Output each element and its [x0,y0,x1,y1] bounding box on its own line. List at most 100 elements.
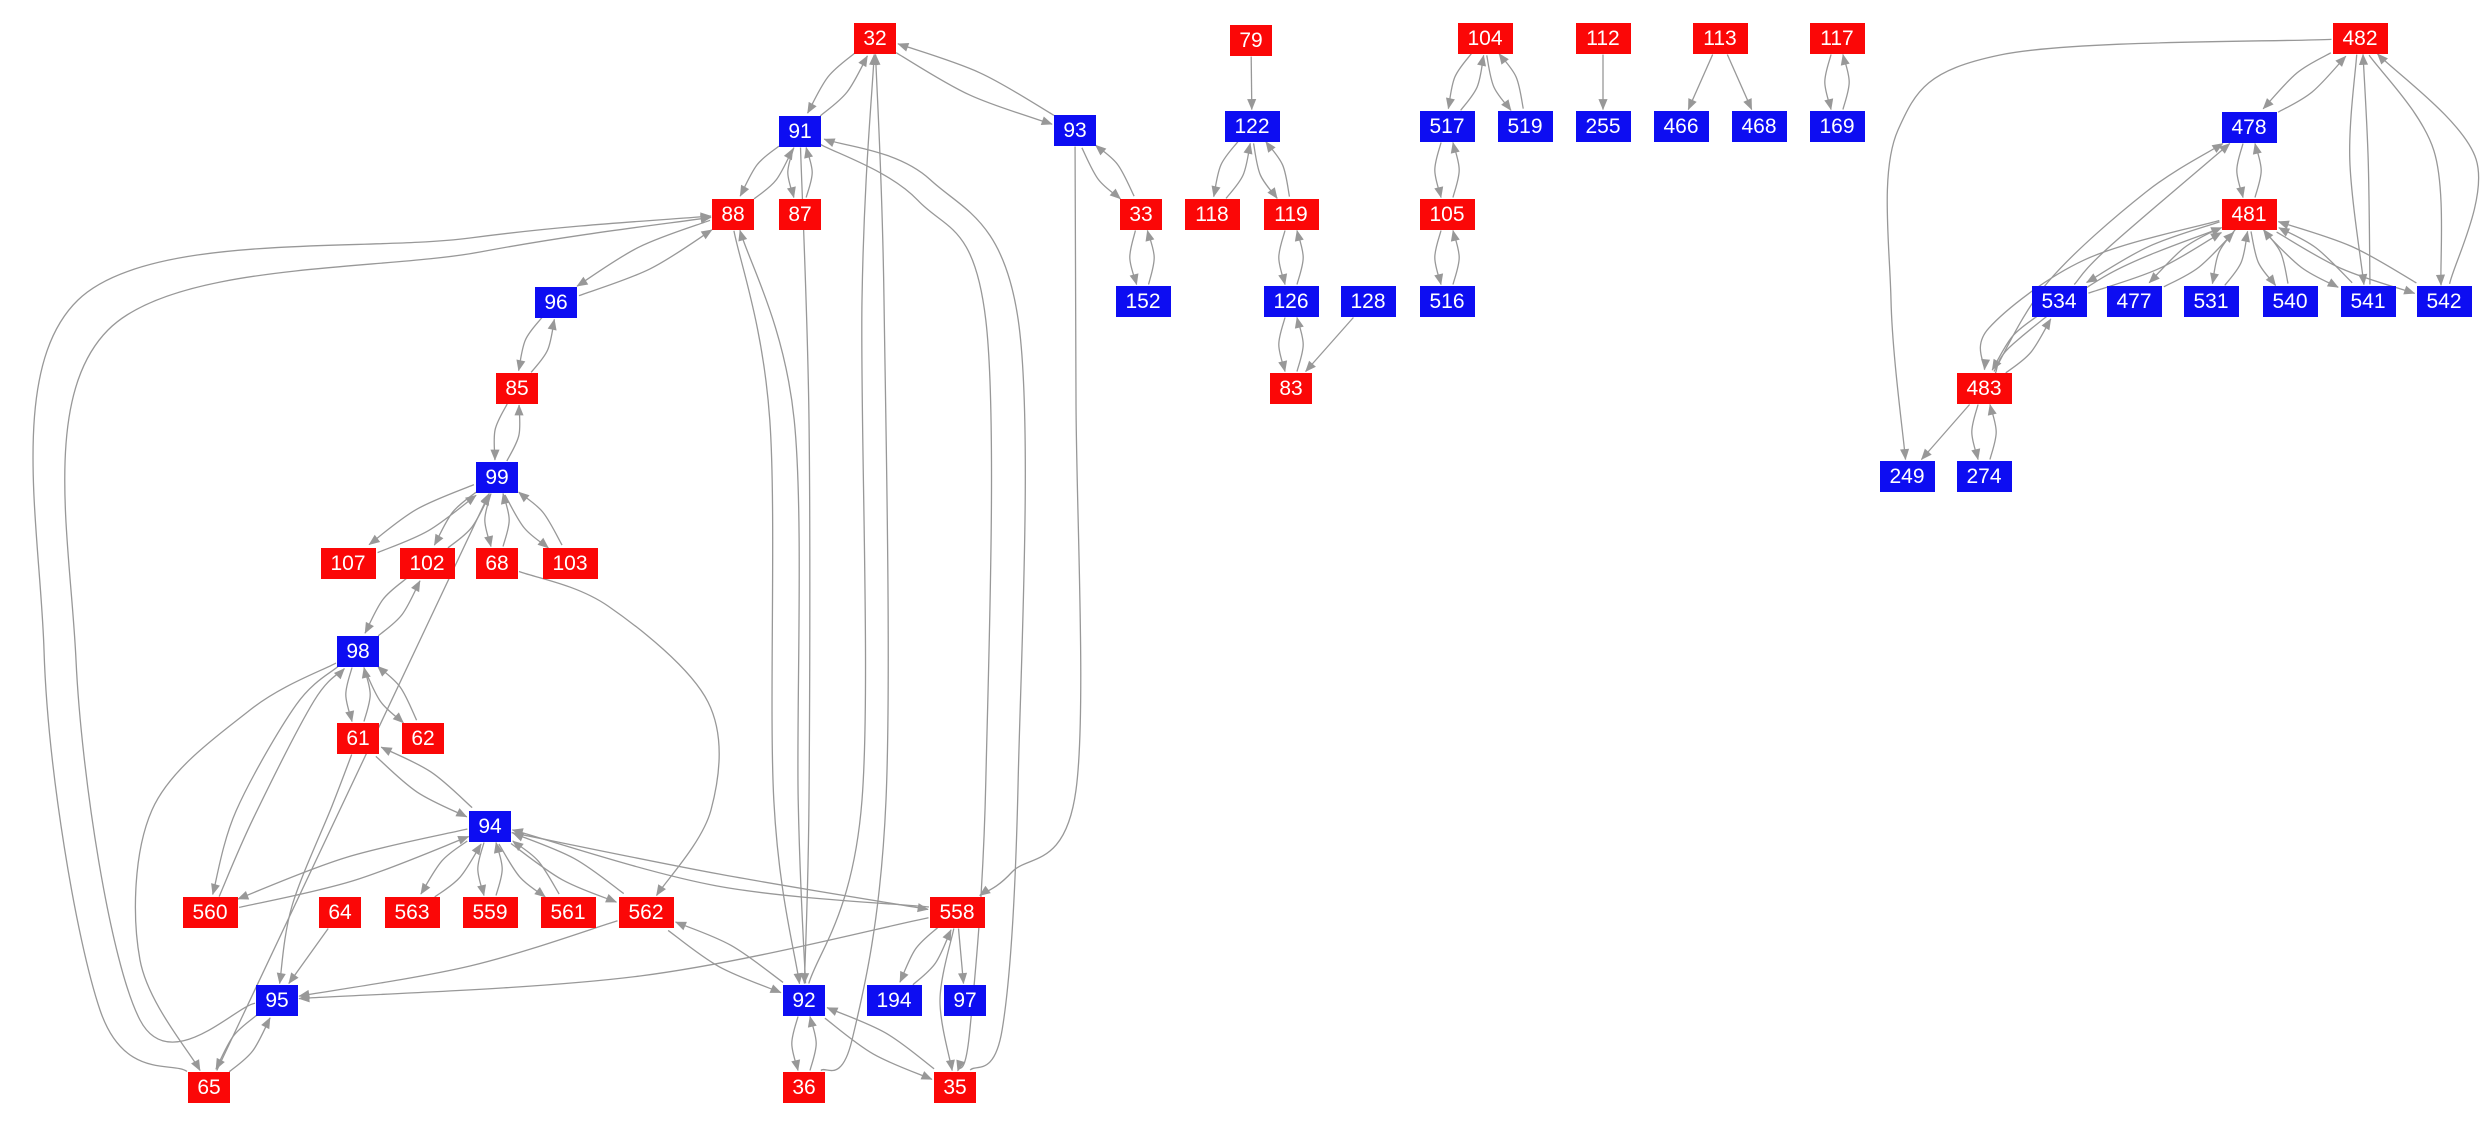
node-97[interactable]: 97 [944,984,986,1016]
node-117[interactable]: 117 [1809,22,1865,54]
edge-563-to-94 [434,843,482,898]
node-534[interactable]: 534 [2031,285,2087,317]
node-481[interactable]: 481 [2221,198,2277,230]
edge-65-to-88 [32,212,712,1073]
edge-87-to-91 [804,146,814,198]
node-482[interactable]: 482 [2332,22,2388,54]
node-563[interactable]: 563 [384,896,440,928]
edge-541-to-482 [2358,53,2371,285]
node-126[interactable]: 126 [1263,285,1319,317]
node-68[interactable]: 68 [476,547,518,579]
node-517[interactable]: 517 [1419,110,1475,142]
node-560[interactable]: 560 [182,896,238,928]
node-83[interactable]: 83 [1270,372,1312,404]
node-468[interactable]: 468 [1731,110,1787,142]
edge-91-to-32 [819,55,868,117]
edge-68-to-562 [518,570,720,897]
node-119[interactable]: 119 [1263,198,1319,230]
node-35[interactable]: 35 [934,1071,976,1103]
edge-32-to-91 [807,52,856,114]
edge-91-to-87 [786,147,796,199]
node-33[interactable]: 33 [1120,198,1162,230]
edge-478-to-482 [2277,55,2347,113]
node-255[interactable]: 255 [1575,110,1631,142]
node-62[interactable]: 62 [402,722,444,754]
edge-102-to-98 [364,577,408,634]
edge-481-to-478 [2252,142,2262,198]
edge-558-to-194 [899,926,939,983]
node-562[interactable]: 562 [618,896,674,928]
node-36[interactable]: 36 [783,1071,825,1103]
node-541[interactable]: 541 [2340,285,2396,317]
node-32[interactable]: 32 [854,22,896,54]
node-102[interactable]: 102 [399,547,455,579]
node-61[interactable]: 61 [337,722,379,754]
edge-99-to-107 [368,484,475,546]
edge-559-to-94 [493,841,503,896]
node-87[interactable]: 87 [779,198,821,230]
node-519[interactable]: 519 [1497,110,1553,142]
node-516[interactable]: 516 [1419,285,1475,317]
edge-482-to-542 [2368,54,2446,286]
edge-481-to-540 [2250,231,2277,286]
edge-92-to-32 [808,53,879,984]
node-194[interactable]: 194 [866,984,922,1016]
node-118[interactable]: 118 [1184,198,1240,230]
edge-93-to-558 [979,146,1082,897]
node-128[interactable]: 128 [1340,285,1396,317]
node-105[interactable]: 105 [1419,198,1475,230]
edge-61-to-94 [375,755,468,818]
node-112[interactable]: 112 [1575,22,1631,54]
edge-113-to-466 [1687,54,1714,111]
node-96[interactable]: 96 [535,286,577,318]
node-93[interactable]: 93 [1054,114,1096,146]
edge-477-to-481 [2163,231,2235,288]
node-65[interactable]: 65 [188,1071,230,1103]
edge-79-to-122 [1247,56,1257,111]
node-92[interactable]: 92 [783,984,825,1016]
node-107[interactable]: 107 [320,547,376,579]
node-483[interactable]: 483 [1956,372,2012,404]
edge-482-to-541 [2349,54,2368,286]
edge-560-to-98 [218,668,345,897]
node-478[interactable]: 478 [2221,111,2277,143]
node-477[interactable]: 477 [2106,285,2162,317]
node-95[interactable]: 95 [256,984,298,1016]
edge-517-to-104 [1460,54,1487,111]
edge-98-to-62 [363,668,404,724]
node-531[interactable]: 531 [2183,285,2239,317]
node-103[interactable]: 103 [542,547,598,579]
edge-65-to-95 [228,1017,271,1073]
node-559[interactable]: 559 [462,896,518,928]
node-152[interactable]: 152 [1115,285,1171,317]
node-561[interactable]: 561 [540,896,596,928]
node-99[interactable]: 99 [476,461,518,493]
node-558[interactable]: 558 [929,896,985,928]
node-85[interactable]: 85 [496,372,538,404]
node-169[interactable]: 169 [1809,110,1865,142]
edge-561-to-94 [512,840,560,895]
edge-68-to-99 [500,492,510,547]
node-113[interactable]: 113 [1692,22,1748,54]
node-104[interactable]: 104 [1457,22,1513,54]
edge-96-to-88 [578,229,713,297]
node-542[interactable]: 542 [2416,285,2472,317]
edge-481-to-531 [2210,229,2236,285]
node-466[interactable]: 466 [1653,110,1709,142]
edge-95-to-65 [215,1014,258,1070]
edge-92-to-36 [791,1016,801,1072]
node-91[interactable]: 91 [779,115,821,147]
node-98[interactable]: 98 [337,635,379,667]
node-64[interactable]: 64 [319,896,361,928]
node-249[interactable]: 249 [1879,460,1935,492]
edge-93-to-33 [1081,147,1121,200]
node-88[interactable]: 88 [712,198,754,230]
edge-35-to-92 [826,1007,935,1070]
edge-562-to-95 [298,920,618,999]
node-274[interactable]: 274 [1956,460,2012,492]
edge-558-to-95 [298,917,929,1003]
node-122[interactable]: 122 [1224,110,1280,142]
node-94[interactable]: 94 [469,810,511,842]
node-79[interactable]: 79 [1230,24,1272,56]
node-540[interactable]: 540 [2262,285,2318,317]
